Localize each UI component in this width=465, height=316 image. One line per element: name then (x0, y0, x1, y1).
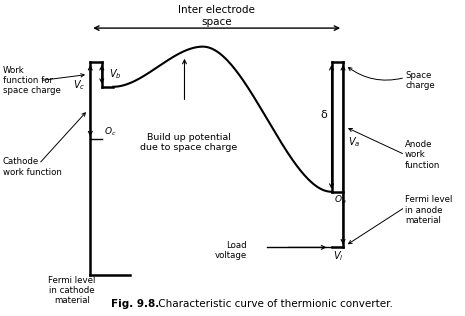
Text: Space
charge: Space charge (405, 71, 435, 90)
Text: $O_c$: $O_c$ (104, 125, 117, 138)
Text: $V_l$: $V_l$ (333, 249, 344, 263)
Text: Load
voltage: Load voltage (214, 241, 246, 260)
Text: Fermi level
in anode
material: Fermi level in anode material (405, 195, 452, 225)
Text: Fig. 9.8.: Fig. 9.8. (111, 299, 159, 309)
Text: Build up potential
due to space charge: Build up potential due to space charge (140, 133, 238, 152)
Text: Work
function for
space charge: Work function for space charge (3, 66, 61, 95)
Text: δ: δ (320, 110, 327, 119)
Text: Cathode
work function: Cathode work function (3, 157, 62, 177)
Text: $V_b$: $V_b$ (109, 68, 121, 81)
Text: $V_c$: $V_c$ (73, 78, 86, 92)
Text: $V_a$: $V_a$ (348, 136, 360, 149)
Text: Anode
work
function: Anode work function (405, 140, 440, 170)
Text: Inter electrode
space: Inter electrode space (178, 5, 255, 27)
Text: Characteristic curve of thermionic converter.: Characteristic curve of thermionic conve… (155, 299, 392, 309)
Text: $O_a$: $O_a$ (334, 193, 346, 206)
Text: Fermi level
in cathode
material: Fermi level in cathode material (48, 276, 96, 306)
